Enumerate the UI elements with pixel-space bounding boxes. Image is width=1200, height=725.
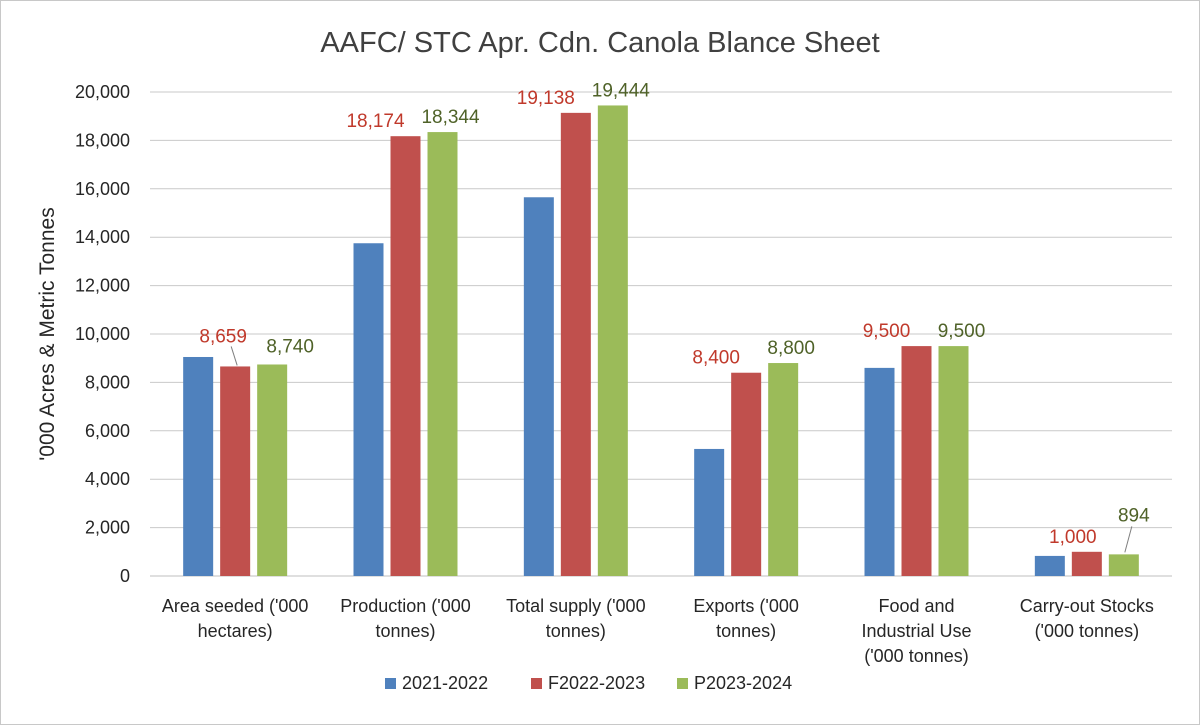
y-tick-label: 4,000 (85, 469, 130, 489)
leader-line (230, 346, 238, 366)
x-category-label: Industrial Use (861, 621, 971, 641)
bar (523, 197, 554, 576)
data-label: 8,800 (767, 338, 815, 359)
data-label: 19,138 (517, 88, 575, 109)
bar (1071, 551, 1102, 576)
x-category-label: tonnes) (375, 621, 435, 641)
y-tick-label: 16,000 (75, 179, 130, 199)
legend-label: F2022-2023 (548, 673, 645, 693)
bar (220, 366, 251, 576)
bar (768, 363, 799, 576)
bar (597, 105, 628, 576)
y-tick-label: 8,000 (85, 372, 130, 392)
data-label: 8,400 (692, 348, 740, 369)
leader-line (1124, 526, 1133, 553)
data-label: 8,740 (266, 336, 314, 357)
y-tick-label: 12,000 (75, 276, 130, 296)
bar (353, 243, 384, 576)
legend-swatch (531, 678, 542, 689)
y-tick-labels: 0 2,000 4,000 6,000 8,000 10,000 12,000 14,000 1… (75, 82, 130, 586)
x-category-label: ('000 tonnes) (864, 646, 969, 666)
bar (257, 364, 288, 576)
x-category-labels: Area seeded ('000 hectares) Production ('0… (162, 596, 1154, 666)
x-category-label: Food and (878, 596, 954, 616)
gridlines (150, 91, 1172, 577)
bar (901, 346, 932, 576)
x-category-label: ('000 tonnes) (1035, 621, 1140, 641)
bar (694, 448, 725, 576)
y-axis-title: '000 Acres & Metric Tonnes (36, 207, 59, 460)
y-tick-label: 10,000 (75, 324, 130, 344)
y-tick-label: 2,000 (85, 518, 130, 538)
data-label: 8,659 (199, 326, 247, 347)
bar (390, 136, 421, 576)
data-label: 18,344 (421, 107, 480, 128)
legend-swatch (385, 678, 396, 689)
x-category-label: Area seeded ('000 (162, 596, 309, 616)
x-category-label: hectares) (198, 621, 273, 641)
x-category-label: Carry-out Stocks (1020, 596, 1154, 616)
bar (1108, 554, 1139, 576)
data-label: 9,500 (863, 321, 911, 342)
y-tick-label: 0 (120, 566, 130, 586)
data-label: 9,500 (938, 321, 986, 342)
y-tick-label: 6,000 (85, 421, 130, 441)
data-label: 18,174 (346, 111, 405, 132)
y-tick-label: 14,000 (75, 227, 130, 247)
data-label: 894 (1118, 505, 1150, 526)
legend-swatch (677, 678, 688, 689)
y-tick-label: 20,000 (75, 82, 130, 102)
legend: 2021-2022 F2022-2023 P2023-2024 (385, 673, 792, 693)
x-category-label: Production ('000 (340, 596, 471, 616)
data-label: 1,000 (1049, 527, 1097, 548)
x-category-label: tonnes) (716, 621, 776, 641)
y-tick-label: 18,000 (75, 130, 130, 150)
bar (183, 356, 214, 576)
bar (938, 346, 969, 576)
chart-title: AAFC/ STC Apr. Cdn. Canola Blance Sheet (320, 27, 879, 59)
x-category-label: tonnes) (546, 621, 606, 641)
bar (427, 132, 458, 576)
x-category-label: Total supply ('000 (506, 596, 646, 616)
data-labels: 8,659 18,174 19,138 8,400 9,500 1,000 8,740 18,… (199, 80, 1150, 553)
bar (1034, 555, 1065, 576)
legend-label: P2023-2024 (694, 673, 792, 693)
data-label: 19,444 (592, 80, 651, 101)
legend-label: 2021-2022 (402, 673, 488, 693)
bar (560, 112, 591, 576)
x-category-label: Exports ('000 (693, 596, 799, 616)
bars (183, 105, 1139, 576)
bar (864, 367, 895, 576)
bar (731, 372, 762, 576)
